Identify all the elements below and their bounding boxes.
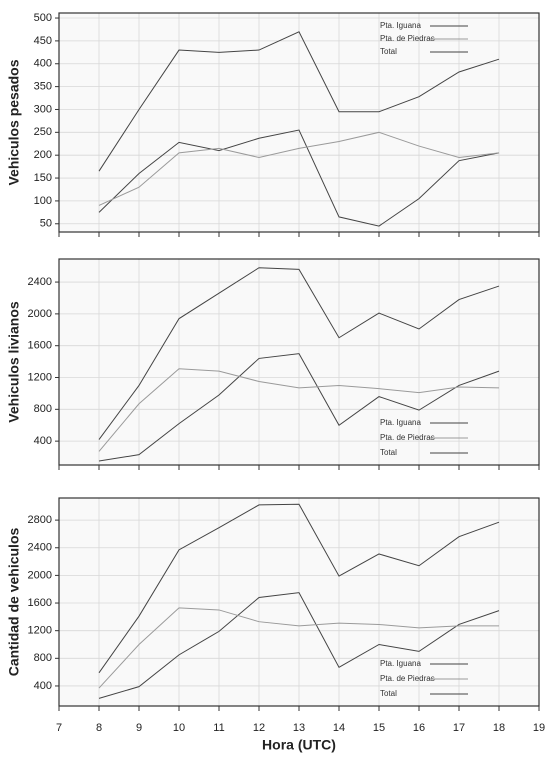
plot-frame	[58, 258, 540, 466]
legend-label: Total	[380, 689, 397, 698]
y-tick-label: 50	[40, 218, 52, 230]
data-line	[98, 607, 499, 689]
y-tick-label: 400	[34, 58, 52, 70]
data-line	[98, 353, 500, 462]
y-tick-label: 2000	[28, 308, 52, 320]
y-tick-label: 2400	[28, 542, 52, 554]
y-tick-label: 450	[34, 35, 52, 47]
y-tick-label: 300	[34, 103, 52, 115]
legend-label: Pta. de Piedras	[380, 674, 435, 683]
x-tick-label: 9	[136, 722, 142, 734]
data-line	[98, 31, 500, 172]
x-tick-label: 10	[173, 722, 185, 734]
plot-frame	[58, 12, 540, 233]
x-tick-label: 11	[213, 722, 224, 734]
y-tick-label: 250	[34, 126, 52, 138]
y-tick-label: 200	[34, 149, 52, 161]
data-line	[98, 592, 500, 699]
x-tick-label: 13	[293, 722, 305, 734]
y-tick-label: 150	[34, 172, 52, 184]
x-tick-label: 15	[373, 722, 385, 734]
legend-label: Pta. de Piedras	[380, 34, 435, 43]
plot-frame	[58, 497, 540, 707]
y-tick-label: 400	[34, 435, 52, 447]
y-tick-label: 350	[34, 81, 52, 93]
y-tick-label: 400	[34, 680, 52, 692]
y-tick-label: 2800	[28, 514, 52, 526]
y-tick-label: 1200	[28, 625, 52, 637]
legend-label: Total	[380, 47, 397, 56]
y-tick-label: 800	[34, 652, 52, 664]
x-axis-label: Hora (UTC)	[262, 737, 336, 753]
x-tick-label: 8	[96, 722, 102, 734]
x-tick-label: 16	[413, 722, 425, 734]
y-axis-label: Vehiculos pesados	[6, 59, 22, 185]
y-tick-label: 2400	[28, 276, 52, 288]
legend-label: Pta. Iguana	[380, 21, 421, 30]
y-tick-label: 500	[34, 12, 52, 24]
y-tick-label: 1600	[28, 597, 52, 609]
y-tick-label: 2000	[28, 569, 52, 581]
legend-label: Pta. Iguana	[380, 418, 421, 427]
data-line	[98, 267, 500, 440]
legend-label: Pta. de Piedras	[380, 433, 435, 442]
data-line	[98, 129, 500, 227]
y-tick-label: 100	[34, 195, 52, 207]
x-tick-label: 7	[56, 722, 62, 734]
y-axis-label: Vehiculos livianos	[6, 301, 22, 423]
x-tick-label: 18	[493, 722, 505, 734]
y-axis-label: Cantidad de vehiculos	[6, 527, 22, 676]
y-tick-label: 1200	[28, 371, 52, 383]
data-line	[98, 368, 500, 452]
x-tick-label: 12	[253, 722, 265, 734]
y-tick-label: 1600	[28, 340, 52, 352]
y-tick-label: 800	[34, 403, 52, 415]
data-line	[98, 131, 500, 206]
legend-label: Total	[380, 448, 397, 457]
data-line	[98, 503, 500, 674]
x-tick-label: 17	[453, 722, 465, 734]
x-tick-label: 19	[533, 722, 545, 734]
x-tick-label: 14	[333, 722, 345, 734]
legend-label: Pta. Iguana	[380, 659, 421, 668]
